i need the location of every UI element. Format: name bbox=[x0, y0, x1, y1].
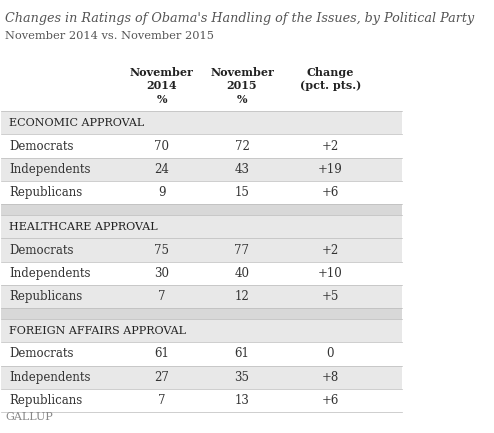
FancyBboxPatch shape bbox=[1, 111, 403, 134]
Text: +5: +5 bbox=[322, 290, 339, 303]
Text: Independents: Independents bbox=[9, 267, 91, 280]
Text: ECONOMIC APPROVAL: ECONOMIC APPROVAL bbox=[9, 118, 145, 128]
FancyBboxPatch shape bbox=[1, 204, 403, 215]
Text: 15: 15 bbox=[235, 186, 249, 199]
Text: 13: 13 bbox=[235, 394, 249, 407]
Text: November
2015
%: November 2015 % bbox=[210, 67, 274, 105]
Text: Democrats: Democrats bbox=[9, 243, 74, 256]
Text: 75: 75 bbox=[154, 243, 169, 256]
Text: 43: 43 bbox=[235, 163, 249, 176]
Text: 40: 40 bbox=[235, 267, 249, 280]
FancyBboxPatch shape bbox=[1, 262, 403, 285]
Text: GALLUP: GALLUP bbox=[5, 412, 53, 422]
Text: Democrats: Democrats bbox=[9, 139, 74, 152]
Text: +6: +6 bbox=[322, 394, 339, 407]
Text: Republicans: Republicans bbox=[9, 186, 82, 199]
Text: 7: 7 bbox=[158, 290, 165, 303]
Text: +8: +8 bbox=[322, 371, 339, 384]
Text: 7: 7 bbox=[158, 394, 165, 407]
FancyBboxPatch shape bbox=[1, 342, 403, 365]
FancyBboxPatch shape bbox=[1, 365, 403, 389]
Text: +19: +19 bbox=[318, 163, 342, 176]
FancyBboxPatch shape bbox=[1, 308, 403, 319]
FancyBboxPatch shape bbox=[1, 285, 403, 308]
Text: 61: 61 bbox=[235, 347, 249, 360]
Text: +6: +6 bbox=[322, 186, 339, 199]
Text: 30: 30 bbox=[154, 267, 169, 280]
Text: 27: 27 bbox=[154, 371, 169, 384]
Text: +2: +2 bbox=[322, 243, 339, 256]
FancyBboxPatch shape bbox=[1, 215, 403, 238]
Text: 70: 70 bbox=[154, 139, 169, 152]
Text: HEALTHCARE APPROVAL: HEALTHCARE APPROVAL bbox=[9, 222, 158, 232]
Text: 9: 9 bbox=[158, 186, 165, 199]
FancyBboxPatch shape bbox=[1, 181, 403, 204]
Text: +2: +2 bbox=[322, 139, 339, 152]
Text: FOREIGN AFFAIRS APPROVAL: FOREIGN AFFAIRS APPROVAL bbox=[9, 326, 186, 336]
Text: Republicans: Republicans bbox=[9, 394, 82, 407]
FancyBboxPatch shape bbox=[1, 238, 403, 262]
Text: 12: 12 bbox=[235, 290, 249, 303]
FancyBboxPatch shape bbox=[1, 319, 403, 342]
Text: 24: 24 bbox=[154, 163, 169, 176]
FancyBboxPatch shape bbox=[1, 134, 403, 158]
Text: Republicans: Republicans bbox=[9, 290, 82, 303]
FancyBboxPatch shape bbox=[1, 158, 403, 181]
Text: Democrats: Democrats bbox=[9, 347, 74, 360]
Text: Independents: Independents bbox=[9, 163, 91, 176]
Text: 35: 35 bbox=[235, 371, 249, 384]
Text: 72: 72 bbox=[235, 139, 249, 152]
Text: November 2014 vs. November 2015: November 2014 vs. November 2015 bbox=[5, 31, 214, 41]
Text: +10: +10 bbox=[318, 267, 342, 280]
Text: Changes in Ratings of Obama's Handling of the Issues, by Political Party: Changes in Ratings of Obama's Handling o… bbox=[5, 12, 475, 25]
Text: 77: 77 bbox=[235, 243, 249, 256]
Text: November
2014
%: November 2014 % bbox=[130, 67, 194, 105]
Text: Independents: Independents bbox=[9, 371, 91, 384]
Text: Change
(pct. pts.): Change (pct. pts.) bbox=[299, 67, 361, 91]
Text: 0: 0 bbox=[327, 347, 334, 360]
FancyBboxPatch shape bbox=[1, 389, 403, 412]
Text: 61: 61 bbox=[154, 347, 169, 360]
